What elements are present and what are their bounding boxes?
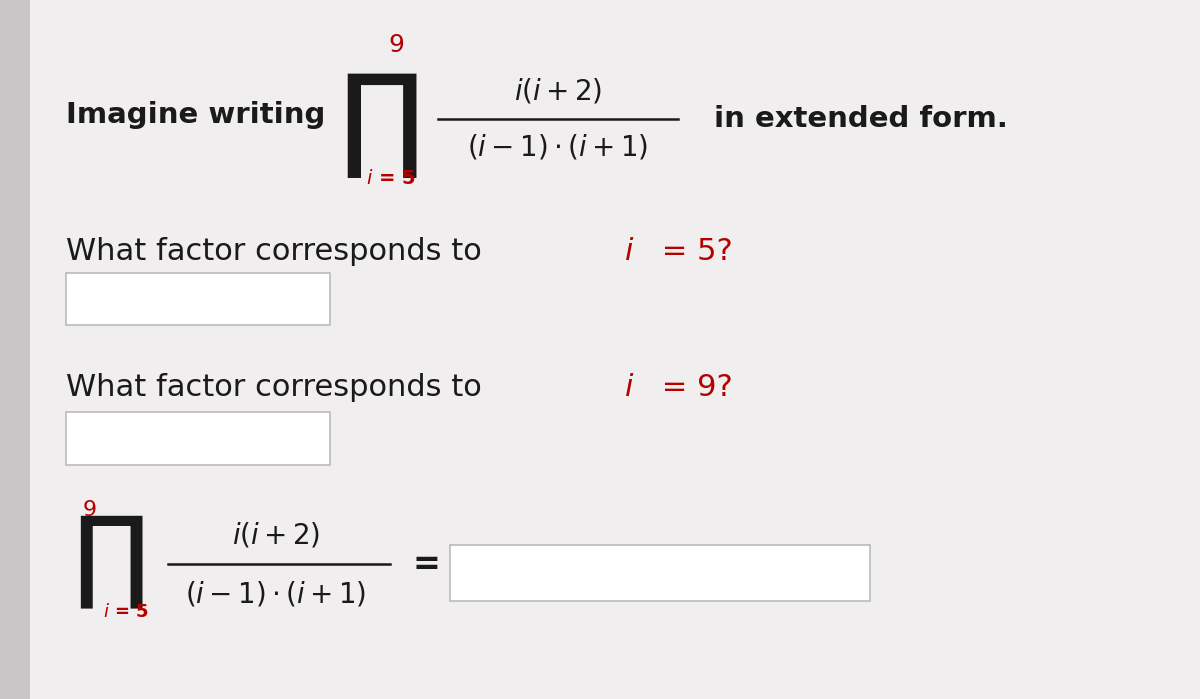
Text: $i$: $i$ — [624, 237, 635, 266]
Text: = 5?: = 5? — [652, 237, 732, 266]
Text: =: = — [412, 547, 440, 581]
Text: $i(i + 2)$: $i(i + 2)$ — [514, 76, 602, 106]
Text: Imagine writing: Imagine writing — [66, 101, 325, 129]
Text: $i$ = 5: $i$ = 5 — [366, 168, 416, 188]
Text: What factor corresponds to: What factor corresponds to — [66, 237, 492, 266]
Text: = 9?: = 9? — [652, 373, 732, 403]
Text: in extended form.: in extended form. — [714, 105, 1008, 133]
Text: $(i - 1) \cdot (i + 1)$: $(i - 1) \cdot (i + 1)$ — [467, 132, 649, 161]
Text: $i$: $i$ — [624, 373, 635, 403]
Bar — [0, 0, 30, 699]
Text: $\prod$: $\prod$ — [338, 71, 418, 180]
Text: $i(i + 2)$: $i(i + 2)$ — [232, 520, 320, 549]
Text: $\prod$: $\prod$ — [72, 514, 144, 611]
FancyBboxPatch shape — [450, 545, 870, 601]
Text: $(i - 1) \cdot (i + 1)$: $(i - 1) \cdot (i + 1)$ — [185, 579, 367, 609]
FancyBboxPatch shape — [66, 412, 330, 465]
Text: 9: 9 — [83, 500, 97, 520]
Text: What factor corresponds to: What factor corresponds to — [66, 373, 492, 403]
Text: 9: 9 — [388, 34, 404, 57]
Text: $i$ = 5: $i$ = 5 — [103, 603, 149, 621]
FancyBboxPatch shape — [66, 273, 330, 325]
